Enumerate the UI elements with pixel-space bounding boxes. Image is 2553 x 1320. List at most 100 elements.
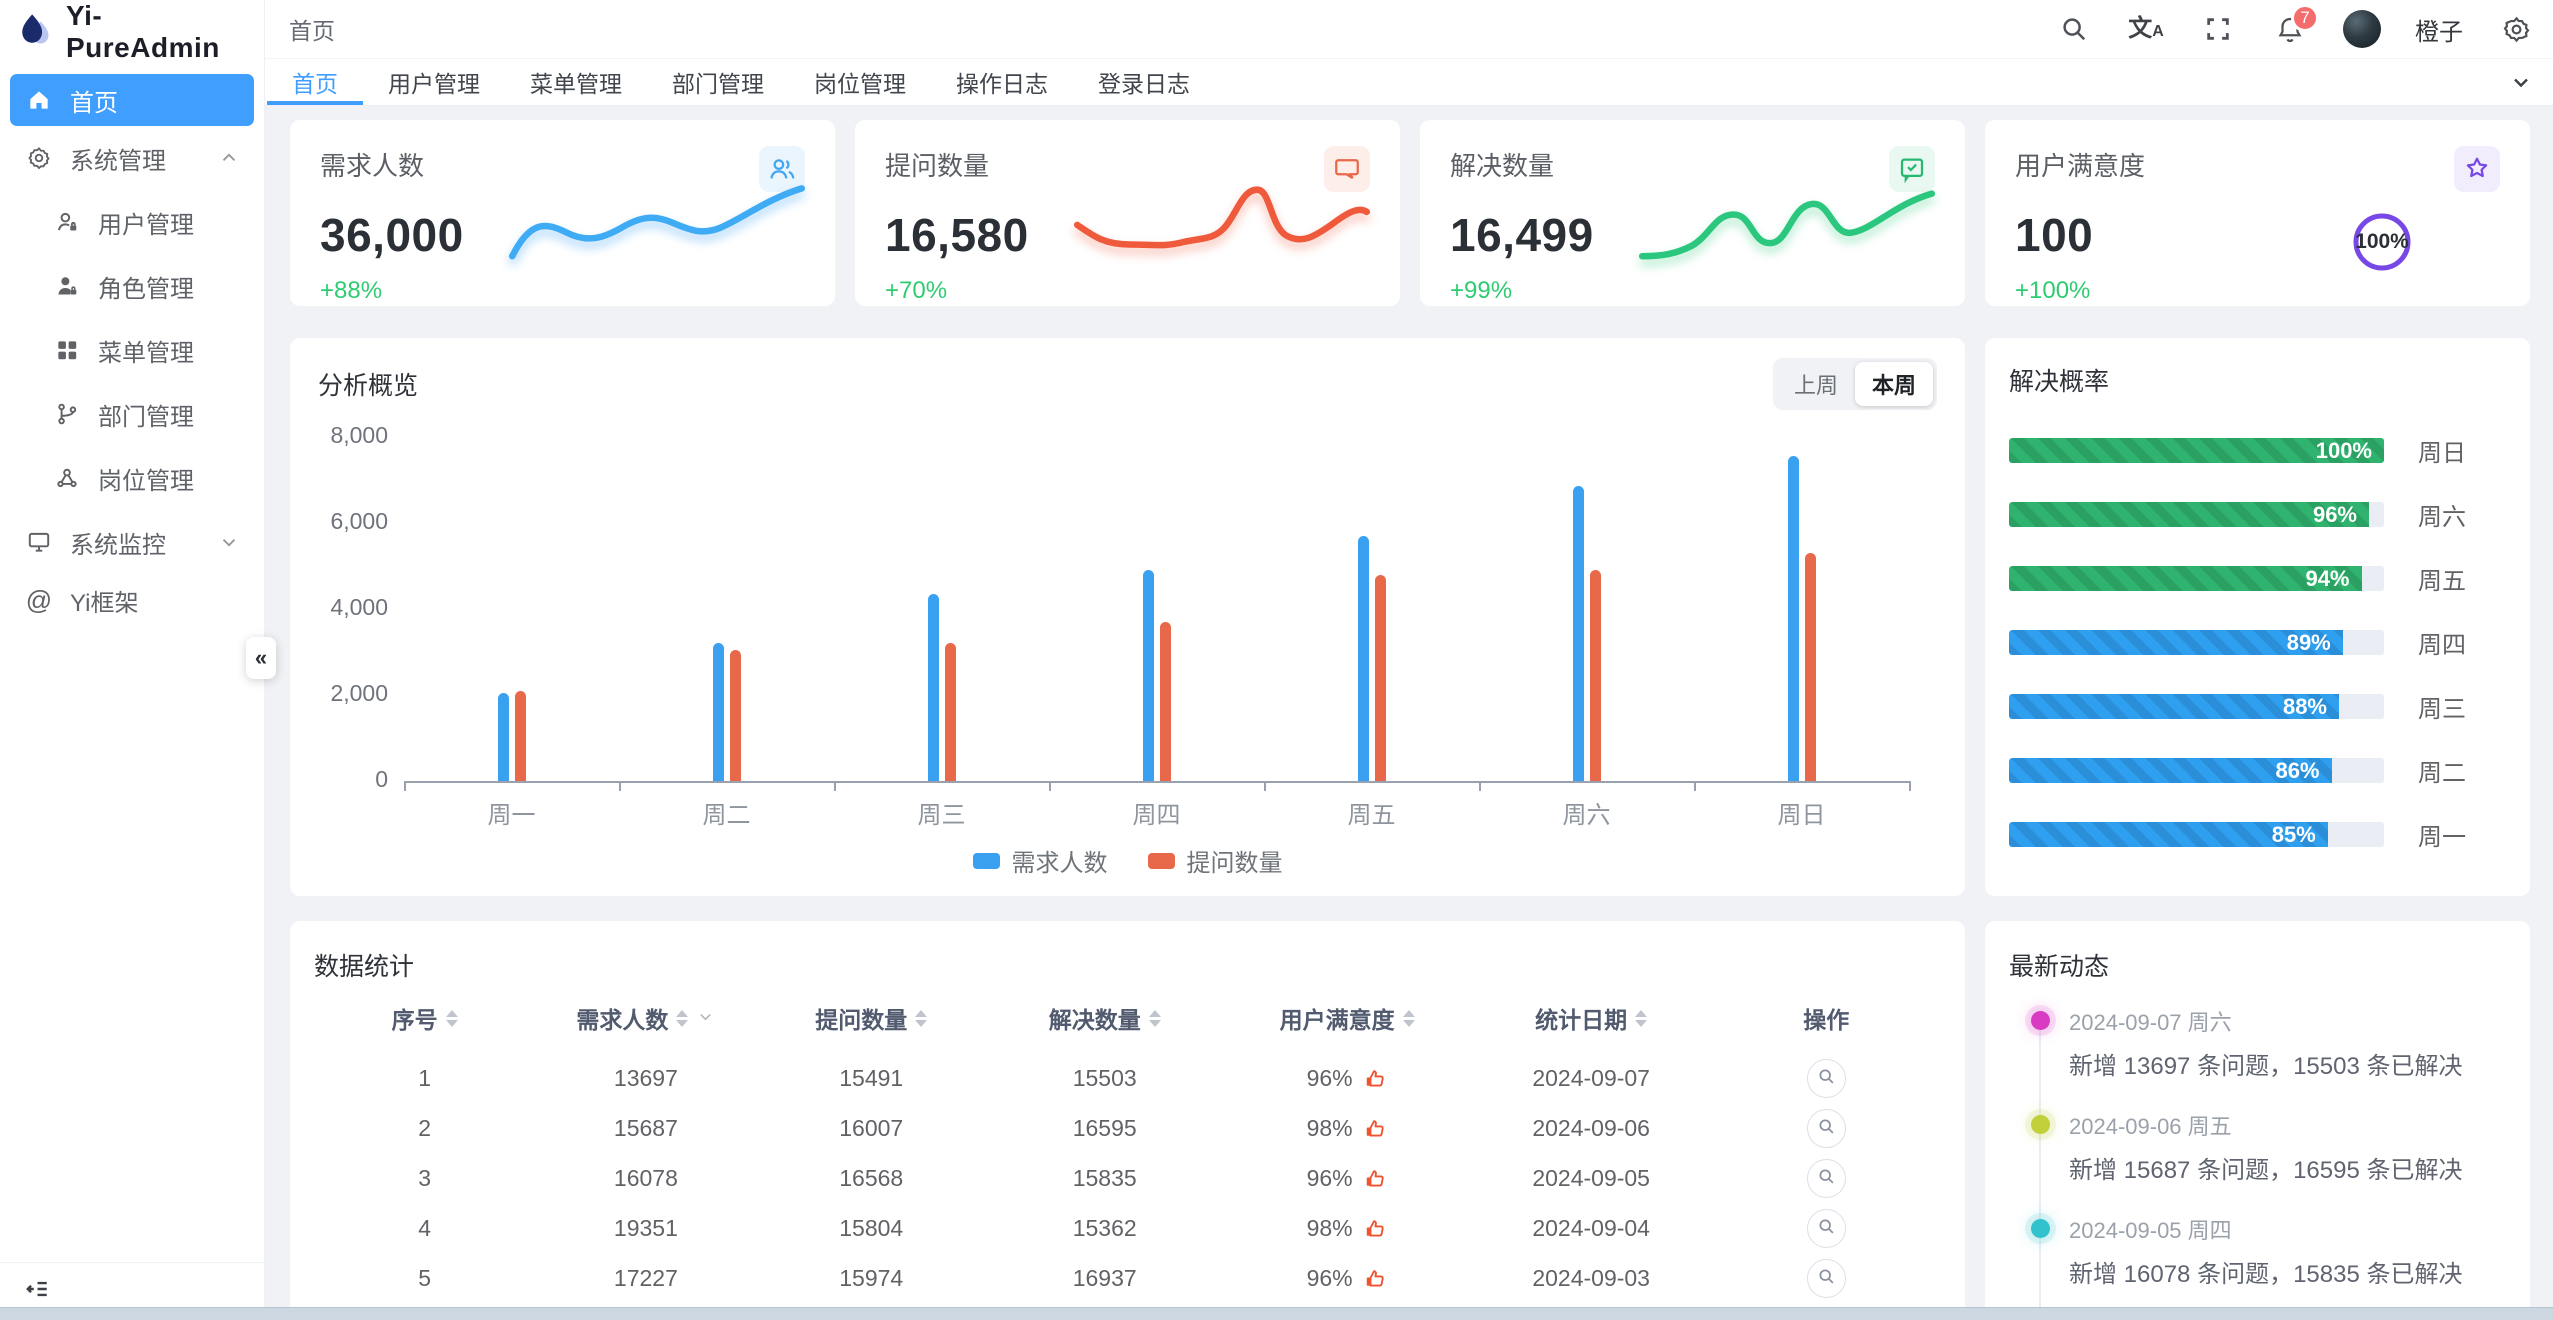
tab-操作日志[interactable]: 操作日志 bbox=[956, 71, 1048, 97]
tabs-dropdown-chevron-icon[interactable] bbox=[2489, 59, 2553, 105]
sidebar-collapse-handle[interactable]: « bbox=[246, 637, 276, 679]
legend-item-提问数量[interactable]: 提问数量 bbox=[1147, 843, 1283, 878]
sidebar-item-gear[interactable]: 系统管理 bbox=[10, 132, 254, 184]
sidebar-footer bbox=[0, 1262, 264, 1320]
bar-提问数量[interactable] bbox=[944, 643, 956, 781]
progress-day-label: 周四 bbox=[2418, 632, 2466, 659]
sidebar-item-branch[interactable]: 部门管理 bbox=[10, 388, 254, 440]
sidebar-item-monitor[interactable]: 系统监控 bbox=[10, 516, 254, 568]
sidebar-item-grid[interactable]: 菜单管理 bbox=[10, 324, 254, 376]
grid-icon bbox=[52, 337, 82, 363]
bar-需求人数[interactable] bbox=[1142, 570, 1154, 781]
bar-提问数量[interactable] bbox=[729, 649, 741, 781]
logo-row[interactable]: Yi-PureAdmin bbox=[0, 0, 264, 64]
bar-需求人数[interactable] bbox=[1787, 456, 1799, 781]
bar-提问数量[interactable] bbox=[1374, 574, 1386, 781]
stat-card: 解决数量 16,499 +99% bbox=[1420, 120, 1965, 306]
column-header-解决数量[interactable]: 解决数量 bbox=[986, 1001, 1224, 1035]
progress-track: 89% bbox=[2009, 630, 2384, 655]
translate-icon[interactable]: 文A bbox=[2128, 15, 2164, 42]
solve-bar-row: 89% 周四 bbox=[2009, 630, 2506, 659]
stat-card-head: 需求人数 bbox=[320, 146, 805, 192]
sidebar-item-nodes[interactable]: 岗位管理 bbox=[10, 452, 254, 504]
row-view-button[interactable] bbox=[1806, 1258, 1846, 1298]
row-view-button[interactable] bbox=[1806, 1208, 1846, 1248]
sidebar-item-label: 系统管理 bbox=[70, 147, 166, 175]
solve-probability-card: 解决概率 100% 周日 96% 周六 94% 周五 89% 周四 88% 周三 86% 周二 85% 周… bbox=[1985, 338, 2530, 896]
notifications-bell-icon[interactable]: 7 bbox=[2271, 4, 2319, 48]
sort-carets-icon[interactable] bbox=[676, 1009, 689, 1027]
sidebar-item-home[interactable]: 首页 bbox=[10, 74, 254, 126]
row-view-button[interactable] bbox=[1806, 1108, 1846, 1148]
bar-需求人数[interactable] bbox=[927, 593, 939, 781]
bar-需求人数[interactable] bbox=[1572, 486, 1584, 781]
column-header-label: 操作 bbox=[1803, 1007, 1850, 1033]
cell-demand: 13697 bbox=[613, 1064, 678, 1091]
tab-岗位管理[interactable]: 岗位管理 bbox=[814, 71, 906, 97]
sort-carets-icon[interactable] bbox=[1635, 1009, 1648, 1027]
cell-questions: 15974 bbox=[839, 1264, 904, 1291]
row-view-button[interactable] bbox=[1806, 1158, 1846, 1198]
cell-satisfaction: 96% bbox=[1223, 1265, 1470, 1292]
search-icon[interactable] bbox=[2055, 10, 2093, 48]
cell-index: 5 bbox=[418, 1264, 432, 1291]
column-header-提问数量[interactable]: 提问数量 bbox=[757, 1001, 986, 1035]
y-axis-tick-label: 0 bbox=[375, 766, 388, 792]
column-header-用户满意度[interactable]: 用户满意度 bbox=[1223, 1001, 1470, 1035]
sidebar-item-user[interactable]: 用户管理 bbox=[10, 196, 254, 248]
sidebar-item-role[interactable]: 角色管理 bbox=[10, 260, 254, 312]
sort-carets-icon[interactable] bbox=[1148, 1009, 1161, 1027]
x-axis-tick bbox=[1479, 781, 1481, 791]
column-header-统计日期[interactable]: 统计日期 bbox=[1471, 1001, 1712, 1035]
tab-部门管理[interactable]: 部门管理 bbox=[672, 71, 764, 97]
sort-carets-icon[interactable] bbox=[1402, 1009, 1415, 1027]
stat-value: 16,580 bbox=[885, 209, 1029, 261]
sidebar-item-label: 菜单管理 bbox=[98, 339, 194, 367]
legend-item-需求人数[interactable]: 需求人数 bbox=[972, 843, 1108, 878]
horizontal-scrollbar[interactable] bbox=[0, 1307, 2553, 1320]
cell-index: 3 bbox=[418, 1164, 432, 1191]
x-axis-label: 周四 bbox=[1132, 802, 1181, 829]
bar-提问数量[interactable] bbox=[1159, 621, 1171, 781]
column-header-需求人数[interactable]: 需求人数 bbox=[535, 1001, 756, 1035]
solve-bar-row: 96% 周六 bbox=[2009, 502, 2506, 531]
bar-group-周五 bbox=[1357, 535, 1386, 781]
cell-operations bbox=[1712, 1258, 1941, 1298]
settings-gear-icon[interactable] bbox=[2497, 10, 2535, 48]
sort-carets-icon[interactable] bbox=[445, 1009, 458, 1027]
toggle-last-week[interactable]: 上周 bbox=[1793, 373, 1838, 398]
sort-carets-icon[interactable] bbox=[915, 1009, 928, 1027]
collapse-sidebar-icon[interactable] bbox=[24, 1276, 50, 1307]
fullscreen-icon[interactable] bbox=[2199, 10, 2237, 48]
x-axis-label: 周日 bbox=[1777, 802, 1826, 829]
user-name: 橙子 bbox=[2415, 18, 2463, 46]
bar-需求人数[interactable] bbox=[497, 692, 509, 781]
cell-date: 2024-09-06 bbox=[1532, 1114, 1650, 1141]
toggle-this-week[interactable]: 本周 bbox=[1854, 362, 1933, 406]
x-axis-tick bbox=[1909, 781, 1911, 791]
activity-date: 2024-09-06 周五 bbox=[2069, 1114, 2232, 1139]
progress-track: 88% bbox=[2009, 694, 2384, 719]
stat-delta: +70% bbox=[885, 277, 948, 304]
tab-登录日志[interactable]: 登录日志 bbox=[1098, 71, 1190, 97]
bar-提问数量[interactable] bbox=[1589, 570, 1601, 781]
cell-operations bbox=[1712, 1108, 1941, 1148]
filter-chevron-icon[interactable] bbox=[696, 1005, 715, 1032]
cell-demand: 15687 bbox=[613, 1114, 678, 1141]
bar-提问数量[interactable] bbox=[1804, 553, 1816, 781]
column-header-序号[interactable]: 序号 bbox=[314, 1001, 535, 1035]
bar-提问数量[interactable] bbox=[514, 690, 526, 781]
tab-菜单管理[interactable]: 菜单管理 bbox=[530, 71, 622, 97]
bar-需求人数[interactable] bbox=[712, 643, 724, 781]
user-avatar[interactable] bbox=[2343, 10, 2381, 48]
row-view-button[interactable] bbox=[1806, 1058, 1846, 1098]
sidebar-item-at[interactable]: @ Yi框架 bbox=[10, 574, 254, 626]
tab-首页[interactable]: 首页 bbox=[267, 59, 363, 105]
cell-satisfaction: 98% bbox=[1223, 1215, 1470, 1242]
nodes-icon bbox=[52, 465, 82, 491]
activity-text: 新增 15687 条问题，16595 条已解决 bbox=[2069, 1157, 2463, 1184]
bar-需求人数[interactable] bbox=[1357, 535, 1369, 781]
stat-label: 解决数量 bbox=[1450, 151, 1555, 181]
tab-用户管理[interactable]: 用户管理 bbox=[388, 71, 480, 97]
progress-fill: 96% bbox=[2009, 502, 2369, 527]
